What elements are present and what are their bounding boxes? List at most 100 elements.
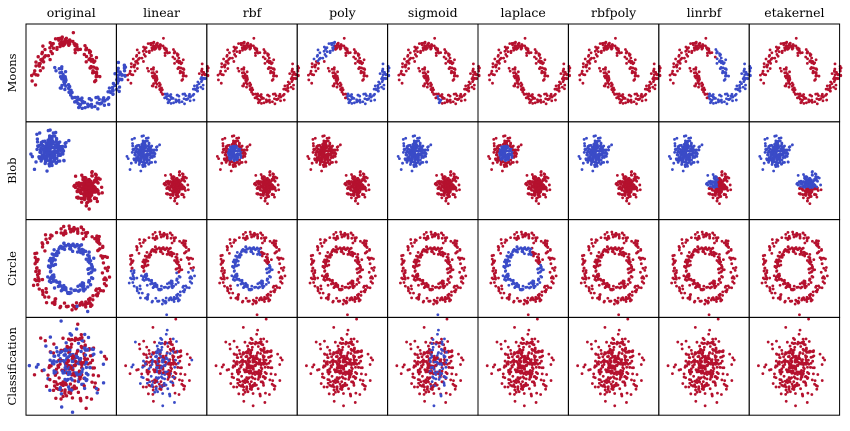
data-point [286,86,290,90]
data-point [589,51,593,55]
data-point [514,148,518,152]
data-point [173,61,176,65]
data-point [57,66,61,71]
data-point [535,197,538,200]
data-point [73,174,78,178]
data-point [76,101,80,106]
data-point [529,187,533,191]
data-point [418,153,422,157]
data-point [652,62,656,66]
data-point [291,73,295,77]
data-point [159,43,163,47]
data-point [135,59,139,63]
data-point [491,81,494,85]
data-point [244,160,248,164]
data-point [692,71,696,75]
data-point [59,151,64,156]
data-point [680,51,683,55]
data-point [81,177,85,182]
data-point [531,185,535,189]
data-point [273,102,277,106]
data-point [89,64,93,69]
data-point [38,61,42,66]
data-point [798,97,802,101]
data-point [334,44,337,48]
data-point [85,193,89,197]
data-point [188,99,192,103]
data-point [817,74,821,78]
data-point [177,66,181,69]
data-point [413,53,417,56]
data-point [807,98,811,102]
data-point [93,178,97,183]
data-point [700,81,704,85]
data-point [453,71,456,74]
data-point [230,160,233,164]
data-point [531,181,535,184]
data-point [471,62,475,66]
data-point [562,67,566,71]
panel-moons-laplace [477,23,572,123]
data-point [100,191,104,195]
data-point [834,87,838,91]
data-point [137,163,141,166]
data-point [65,40,69,44]
data-point [47,134,52,138]
data-point [668,73,672,77]
data-point [29,152,33,156]
data-point [344,174,348,177]
data-point [126,73,130,77]
data-point [344,96,347,100]
data-point [529,51,533,55]
data-point [346,187,350,191]
column-title-laplace: laplace [501,5,546,20]
data-point [133,69,137,73]
data-point [544,185,547,189]
data-point [741,85,745,89]
data-point [95,199,100,204]
data-point [254,174,258,177]
data-point [144,50,148,54]
data-point [466,84,470,87]
data-point [258,187,262,191]
data-point [495,63,498,67]
data-point [265,184,269,187]
data-point [543,71,547,74]
panel-moons-linear [115,23,210,123]
data-point [530,173,534,176]
data-point [362,71,366,74]
data-point [350,181,354,184]
data-point [505,162,508,166]
data-point [605,44,609,48]
data-point [154,85,158,89]
data-point [740,72,744,75]
data-point [340,90,344,94]
data-point [381,70,384,73]
data-point [512,46,515,50]
data-point [166,192,169,196]
panel-blob-rbfpoly [567,121,660,221]
column-title-original: original [47,5,96,20]
data-point [162,36,165,40]
data-point [266,195,270,199]
data-point [602,148,606,152]
data-point [355,98,359,102]
data-point [467,86,471,90]
data-point [652,67,656,71]
data-point [675,153,679,157]
data-point [696,160,700,164]
data-point [441,181,445,184]
data-point [473,76,477,80]
data-point [640,95,644,99]
data-point [440,173,444,176]
data-point [142,45,145,49]
data-point [177,170,181,174]
data-point [702,90,705,94]
data-point [527,92,531,96]
data-point [178,100,181,104]
data-point [253,92,257,96]
data-point [607,145,610,149]
data-point [646,88,650,92]
data-point [652,80,655,84]
data-point [173,199,176,203]
